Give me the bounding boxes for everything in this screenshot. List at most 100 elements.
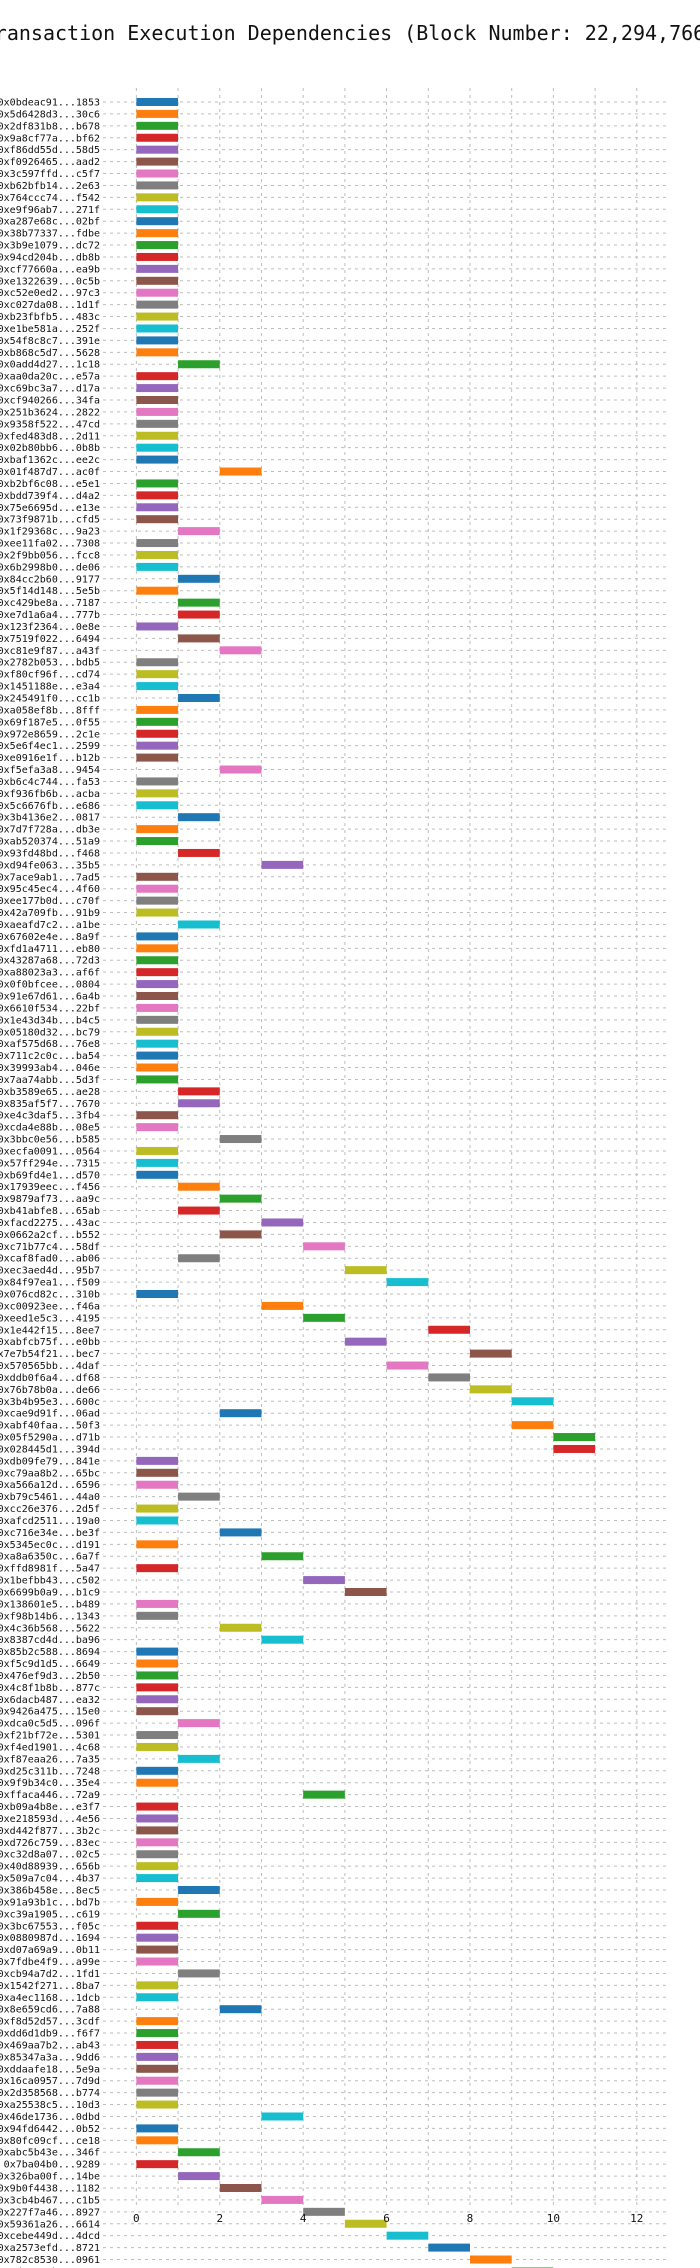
x-tick-label-2: 2: [216, 2212, 223, 2225]
y-tick-label: 0x5d6428d3...30c6: [0, 109, 100, 120]
bar-tx-2: [136, 121, 179, 130]
y-tick-label: 0x251b3624...2822: [0, 407, 100, 418]
y-tick-label: 0x54f8c8c7...391e: [0, 336, 100, 347]
bar-tx-9: [136, 205, 179, 214]
y-tick-label: 0x3b4136e2...0817: [0, 813, 100, 824]
x-tick-labels: 0 2 4 6 8 10 12: [133, 2212, 643, 2225]
y-tick-label: 0x1e43d34b...b4c5: [0, 1015, 100, 1026]
y-tick-label: 0x835af5f7...7670: [0, 1099, 100, 1110]
y-tick-label: 0xcebe449d...4dcd: [0, 2231, 100, 2242]
y-tick-label: 0xab520374...51a9: [0, 837, 100, 848]
bar-tx-19: [136, 324, 179, 333]
bar-tx-5: [136, 157, 179, 166]
bar-tx-6: [136, 169, 179, 178]
bar-tx-79: [136, 1039, 179, 1048]
bar-tx-75: [136, 992, 179, 1000]
bar-tx-144: [136, 1814, 179, 1823]
bar-tx-1: [136, 109, 179, 118]
bar-tx-121: [136, 1540, 179, 1549]
bar-tx-48: [136, 670, 179, 679]
y-tick-label: 0xddb0f6a4...df68: [0, 1373, 100, 1384]
y-tick-label: 0xa4ec1168...1dcb: [0, 1993, 100, 2004]
bar-tx-178: [344, 2219, 387, 2228]
y-tick-label: 0x85347a3a...9dd6: [0, 2052, 100, 2063]
y-tick-label: 0x95c45ec4...4f60: [0, 884, 100, 895]
bar-tx-123: [136, 1564, 179, 1573]
y-tick-label: 0x509a7c04...4b37: [0, 1874, 100, 1885]
y-tick-label: 0xf21bf72e...5301: [0, 1731, 100, 1742]
y-tick-label: 0xaeafd7c2...a1be: [0, 920, 100, 931]
bar-tx-18: [136, 312, 179, 321]
y-tick-label: 0x3cb4b467...c1b5: [0, 2195, 100, 2206]
y-tick-label: 0xfacd2275...43ac: [0, 1218, 100, 1229]
y-tick-label: 0x764ccc74...f542: [0, 193, 100, 204]
bar-tx-42: [178, 598, 220, 607]
y-tick-label: 0x4c36b568...5622: [0, 1623, 100, 1634]
y-tick-label: 0xbaf1362c...ee2c: [0, 455, 100, 466]
bar-tx-134: [136, 1695, 179, 1704]
bar-tx-57: [136, 777, 179, 786]
bar-tx-168: [136, 2100, 179, 2109]
y-tick-label: 0xfd1a4711...eb80: [0, 944, 100, 955]
y-tick-label: 0x84f97ea1...f509: [0, 1278, 100, 1289]
y-tick-label: 0xf86dd55d...58d5: [0, 145, 100, 156]
y-tick-label: 0xf98b14b6...1343: [0, 1611, 100, 1622]
y-tick-label: 0xdca0c5d5...096f: [0, 1719, 100, 1730]
bar-tx-145: [136, 1826, 179, 1835]
bar-tx-74: [136, 980, 179, 989]
bar-tx-93: [178, 1206, 220, 1215]
y-tick-label: 0xa058ef8b...8fff: [0, 705, 100, 716]
y-tick-label: 0x227f7a46...8927: [0, 2207, 100, 2218]
bar-tx-166: [136, 2076, 179, 2085]
y-tick-label: 0xd25c311b...7248: [0, 1766, 100, 1777]
bar-tx-150: [178, 1886, 220, 1894]
y-tick-label: 0x476ef9d3...2b50: [0, 1671, 100, 1682]
bar-tx-83: [178, 1087, 220, 1096]
bar-tx-46: [219, 646, 262, 655]
y-tick-label: 0xe0916e1f...b12b: [0, 753, 100, 764]
x-tick-label-12: 12: [630, 2212, 643, 2225]
y-tick-label: 0x59361a26...6614: [0, 2219, 100, 2230]
bar-tx-12: [136, 241, 179, 250]
bar-tx-131: [136, 1659, 179, 1668]
bar-tx-36: [178, 527, 220, 536]
y-tick-label: 0xe218593d...4e56: [0, 1814, 100, 1825]
bar-tx-77: [136, 1015, 179, 1024]
bar-tx-152: [178, 1909, 220, 1918]
y-tick-label: 0x123f2364...0e8e: [0, 622, 100, 633]
y-tick-label: 0xf0926465...aad2: [0, 157, 100, 168]
y-tick-label: 0x0662a2cf...b552: [0, 1230, 100, 1241]
bar-tx-90: [136, 1170, 179, 1179]
y-tick-label: 0xb79c5461...44a0: [0, 1492, 100, 1503]
bar-tx-180: [428, 2243, 470, 2252]
y-tick-label: 0x40d88939...656b: [0, 1862, 100, 1873]
y-tick-label: 0xdb09fe79...841e: [0, 1456, 100, 1467]
bar-tx-0: [136, 98, 179, 106]
bar-tx-97: [178, 1254, 220, 1263]
y-tick-label: 0xb868c5d7...5628: [0, 348, 100, 359]
bar-tx-104: [344, 1337, 387, 1346]
bar-tx-40: [178, 574, 220, 583]
bar-tx-26: [136, 407, 179, 416]
y-tick-label: 0x80fc09cf...ce18: [0, 2136, 100, 2147]
bar-tx-64: [261, 860, 304, 869]
bar-tx-50: [178, 694, 220, 702]
bar-tx-44: [136, 622, 179, 631]
y-tick-label: 0x326ba00f...14be: [0, 2172, 100, 2183]
bar-tx-156: [136, 1957, 179, 1966]
bar-tx-72: [136, 956, 179, 965]
bar-tx-68: [136, 908, 179, 917]
bar-tx-27: [136, 419, 179, 428]
y-tick-label: 0xa2573efd...8721: [0, 2243, 100, 2254]
bar-tx-25: [136, 396, 179, 404]
bar-tx-29: [136, 443, 179, 452]
bar-tx-37: [136, 539, 179, 548]
bar-tx-160: [219, 2005, 262, 2014]
bar-tx-140: [136, 1766, 179, 1775]
chart-title: Transaction Execution Dependencies (Bloc…: [0, 21, 700, 45]
bar-tx-114: [136, 1456, 179, 1465]
y-tick-label: 0x91a93b1c...bd7b: [0, 1897, 100, 1908]
y-tick-label: 0xc39a1905...c619: [0, 1909, 100, 1920]
bar-tx-165: [136, 2064, 179, 2073]
